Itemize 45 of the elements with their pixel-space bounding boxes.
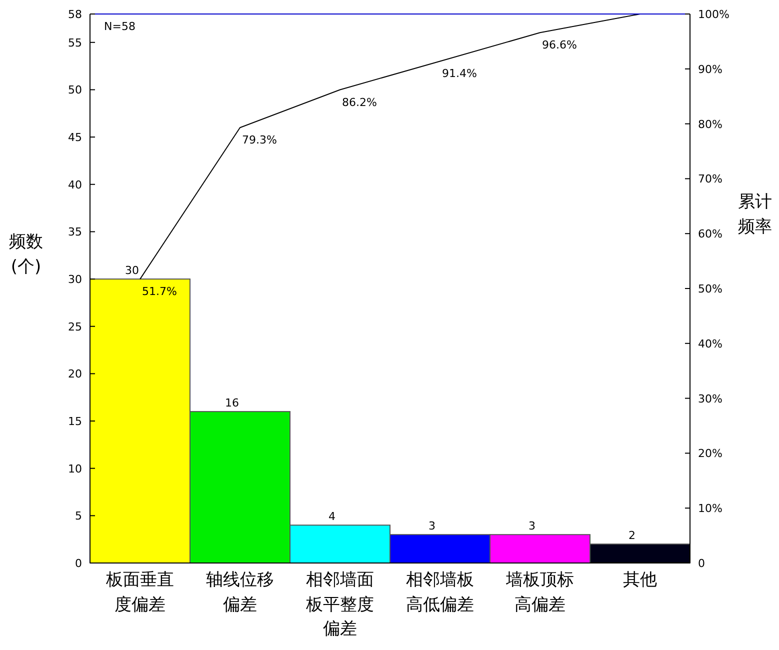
- data-label: 4: [328, 510, 336, 524]
- y-tick-label: 45: [68, 131, 82, 144]
- annotation: N=58: [104, 20, 136, 33]
- y-tick-label: 55: [68, 36, 82, 50]
- y2-tick-label: 80%: [698, 118, 722, 131]
- y-tick-label: 50: [68, 84, 82, 97]
- data-label: 91.4%: [442, 67, 477, 80]
- line-series: [140, 14, 640, 280]
- y2-tick-label: 50%: [698, 282, 722, 296]
- y2-tick-label: 70%: [698, 172, 722, 186]
- y2-axis-title: 累计频率: [737, 191, 773, 239]
- y2-tick-label: 30%: [698, 392, 722, 406]
- data-label: 79.3%: [242, 134, 277, 147]
- y-axis-title: 频数(个): [8, 231, 44, 279]
- y2-tick-label: 100%: [698, 8, 730, 21]
- data-label: 2: [628, 529, 636, 542]
- y-tick-label: 25: [68, 320, 82, 334]
- data-label: 3: [428, 520, 436, 533]
- y2-tick-label: 20%: [698, 447, 722, 460]
- data-label: 30: [125, 264, 139, 278]
- y2-tick-label: 60%: [698, 228, 722, 241]
- y-tick-label: 30: [68, 273, 82, 286]
- y-tick-label: 15: [68, 415, 82, 428]
- data-label: 16: [225, 396, 239, 410]
- y-tick-label: 35: [68, 226, 82, 239]
- x-tick-label: 墙板顶标高偏差: [505, 569, 575, 617]
- y-tick-label: 40: [68, 178, 82, 192]
- x-tick-label: 相邻墙面板平整度偏差: [305, 569, 375, 642]
- y-tick-label: 58: [68, 8, 82, 21]
- y2-tick-label: 10%: [698, 502, 722, 516]
- y-tick-label: 5: [75, 510, 82, 523]
- data-label: 96.6%: [542, 38, 577, 52]
- data-label: 3: [528, 520, 536, 533]
- data-label: 86.2%: [342, 96, 377, 109]
- y2-tick-label: 0: [698, 557, 705, 570]
- x-tick-label: 板面垂直度偏差: [105, 569, 175, 617]
- y-tick-label: 20: [68, 368, 82, 381]
- y-tick-label: 0: [75, 557, 82, 570]
- y2-tick-label: 40%: [698, 337, 722, 350]
- x-tick-label: 相邻墙板高低偏差: [405, 569, 475, 617]
- y-tick-label: 10: [68, 462, 82, 476]
- x-tick-label: 其他: [622, 569, 658, 592]
- y2-tick-label: 90%: [698, 62, 722, 76]
- data-label: 51.7%: [142, 285, 177, 298]
- x-tick-label: 轴线位移偏差: [205, 569, 275, 617]
